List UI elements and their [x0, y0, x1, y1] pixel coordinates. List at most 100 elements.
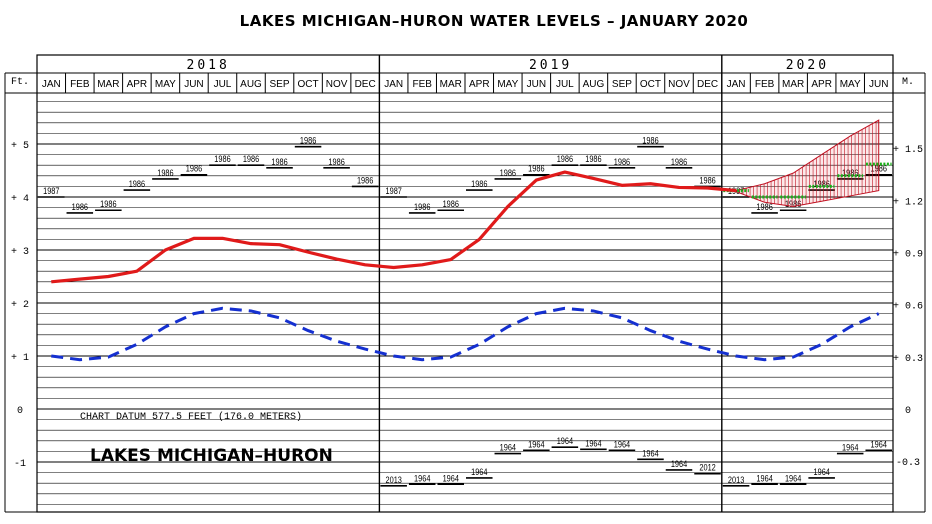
month-label: JUL	[556, 79, 574, 90]
month-label: AUG	[583, 79, 605, 90]
record-low-year: 2013	[728, 475, 745, 485]
month-label: NOV	[326, 79, 348, 90]
record-high-year: 1986	[214, 155, 231, 165]
left-tick-label: + 4	[11, 194, 29, 205]
record-high-year: 1986	[642, 136, 659, 146]
record-low-year: 1964	[471, 467, 488, 477]
month-label: JUL	[214, 79, 232, 90]
record-low-year: 1964	[614, 440, 631, 450]
month-label: APR	[469, 79, 490, 90]
record-low-year: 1964	[671, 459, 688, 469]
month-label: JAN	[727, 79, 746, 90]
right-tick-label: + 0.6	[893, 302, 923, 313]
record-high-year: 1986	[756, 202, 773, 212]
month-label: JUN	[527, 79, 546, 90]
month-label: JUN	[869, 79, 888, 90]
month-label: MAY	[497, 79, 518, 90]
record-high-year: 1986	[129, 179, 146, 189]
record-high-year: 1986	[785, 200, 802, 210]
right-tick-label: + 0.9	[893, 250, 923, 261]
forecast-range-area	[735, 119, 880, 208]
left-tick-label: -1	[14, 459, 26, 470]
record-high-year: 1986	[614, 157, 631, 167]
lake-label: LAKES MICHIGAN–HURON	[90, 446, 333, 466]
recorded-level-line	[51, 170, 737, 284]
left-tick-label: + 2	[11, 300, 29, 311]
record-markers: 1987 1986 1986 1986 1986 1986 1986 1986 1986 1986…	[38, 136, 892, 487]
month-label: SEP	[612, 79, 632, 90]
record-high-year: 1986	[557, 155, 574, 165]
plot-frame	[36, 54, 894, 513]
record-high-year: 1986	[585, 155, 602, 165]
month-label: MAR	[440, 79, 462, 90]
record-low-year: 1964	[785, 474, 802, 484]
month-label: SEP	[270, 79, 290, 90]
forecast-band	[723, 119, 892, 208]
month-label: JAN	[384, 79, 403, 90]
record-high-year: 1987	[386, 186, 403, 196]
month-label: MAY	[840, 79, 861, 90]
chart-title: LAKES MICHIGAN–HURON WATER LEVELS – JANU…	[240, 12, 749, 30]
record-high-year: 1986	[186, 164, 203, 174]
axis-ticks: Ft. M. + 5 + 4 + 3 + 2 + 1 0 -1 + 1.5 + 1.2 + 0.9…	[11, 77, 923, 470]
month-label: NOV	[668, 79, 690, 90]
record-low-year: 1964	[585, 439, 602, 449]
year-label: 2019	[529, 58, 572, 73]
record-high-year: 1986	[357, 176, 374, 186]
month-label: OCT	[640, 79, 661, 90]
record-high-year: 1986	[814, 179, 831, 189]
month-label: DEC	[355, 79, 376, 90]
left-tick-label: + 3	[11, 247, 29, 258]
month-label: JAN	[42, 79, 61, 90]
record-low-year: 1964	[414, 474, 431, 484]
record-high-year: 1986	[157, 168, 174, 178]
month-label: APR	[127, 79, 148, 90]
record-high-year: 1986	[471, 179, 488, 189]
record-low-year: 1964	[443, 474, 460, 484]
record-high-year: 1986	[328, 157, 345, 167]
record-low-year: 1964	[814, 467, 831, 477]
year-label: 2020	[786, 58, 829, 73]
left-tick-label: 0	[17, 406, 23, 417]
axis-labels: 2018 2019 2020 JAN FEB MAR APR MAY JUN JUL AUG SEP O…	[42, 58, 889, 90]
month-label: MAR	[782, 79, 804, 90]
record-high-year: 1986	[243, 155, 260, 165]
month-label: JUN	[184, 79, 203, 90]
record-low-year: 1964	[871, 440, 888, 450]
month-label: MAY	[155, 79, 176, 90]
record-high-year: 1986	[414, 202, 431, 212]
record-high-year: 1987	[43, 186, 60, 196]
record-low-year: 1964	[557, 437, 574, 447]
record-high-year: 1986	[842, 168, 859, 178]
month-label: FEB	[412, 79, 432, 90]
record-high-year: 1986	[72, 202, 89, 212]
month-label: AUG	[240, 79, 262, 90]
left-axis-unit: Ft.	[11, 77, 29, 88]
month-label: FEB	[755, 79, 775, 90]
month-label: OCT	[298, 79, 319, 90]
record-high-year: 1986	[271, 157, 288, 167]
month-label: MAR	[97, 79, 119, 90]
year-label: 2018	[187, 58, 230, 73]
record-low-year: 1964	[842, 443, 859, 453]
record-low-year: 1964	[642, 449, 659, 459]
month-label: FEB	[70, 79, 90, 90]
record-high-year: 1986	[443, 200, 460, 210]
right-tick-label: + 1.5	[893, 145, 923, 156]
record-high-year: 1986	[300, 136, 317, 146]
record-low-year: 2013	[386, 475, 403, 485]
right-tick-label: -0.3	[896, 458, 920, 469]
month-label: DEC	[697, 79, 718, 90]
right-tick-label: 0	[905, 406, 911, 417]
record-high-year: 1986	[671, 157, 688, 167]
record-low-year: 2012	[699, 463, 716, 473]
left-tick-label: + 5	[11, 141, 29, 152]
record-low-year: 1964	[500, 443, 517, 453]
record-high-year: 1986	[100, 200, 117, 210]
record-low-year: 1964	[528, 440, 545, 450]
record-high-year: 1986	[500, 168, 517, 178]
chart-grid	[4, 54, 926, 513]
right-tick-label: + 1.2	[893, 197, 923, 208]
record-low-year: 1964	[756, 474, 773, 484]
